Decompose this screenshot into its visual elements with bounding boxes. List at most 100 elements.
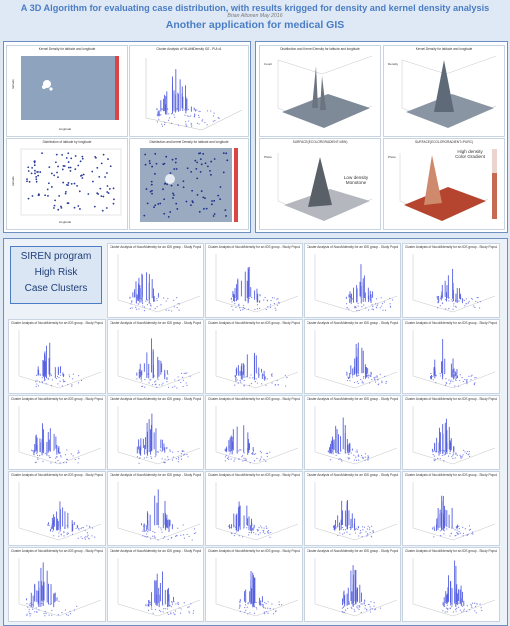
case-point xyxy=(356,375,358,377)
case-point xyxy=(185,384,188,386)
case-point xyxy=(153,299,155,302)
case-point xyxy=(351,376,353,378)
case-point xyxy=(251,296,253,299)
scatter-point xyxy=(107,192,110,194)
scatter-point xyxy=(30,172,33,175)
axis-line xyxy=(255,599,299,617)
case-point xyxy=(365,608,367,611)
case-point xyxy=(267,306,269,308)
case-point xyxy=(227,525,230,527)
axis-line xyxy=(255,523,299,541)
case-point xyxy=(137,308,140,310)
case-point xyxy=(55,377,58,380)
case-point xyxy=(202,119,204,121)
case-point xyxy=(275,309,277,311)
case-point xyxy=(50,462,52,464)
case-point xyxy=(357,525,359,528)
box-line-1: SIREN program xyxy=(20,251,92,262)
case-point xyxy=(264,375,266,378)
case-point xyxy=(182,385,184,388)
case-point xyxy=(243,304,245,306)
case-point xyxy=(357,382,359,385)
scatter-point xyxy=(57,176,59,179)
case-point xyxy=(235,297,238,299)
scatter-point xyxy=(61,168,64,171)
axis-line xyxy=(58,523,102,541)
scatter-point xyxy=(107,158,109,160)
case-point xyxy=(43,449,45,451)
case-point xyxy=(56,375,59,378)
case-point xyxy=(437,307,439,309)
case-point xyxy=(369,606,371,608)
case-point xyxy=(88,525,91,527)
cluster-thumbnail: Cluster Analysis of NucoMdensity for an … xyxy=(205,319,303,394)
scatter-point xyxy=(219,186,222,188)
scatter-point xyxy=(73,182,76,185)
scatter-point xyxy=(92,180,94,183)
case-point xyxy=(251,602,253,604)
thumbnail-caption: Cluster Analysis of NucoMdensity for an … xyxy=(208,397,300,401)
case-point xyxy=(271,603,273,605)
case-point xyxy=(41,602,43,605)
cluster-thumbnail: Cluster Analysis of NucoMdensity for an … xyxy=(8,395,106,470)
case-point xyxy=(146,299,148,301)
cluster-3d-plot xyxy=(412,254,496,313)
scatter-point xyxy=(69,166,72,169)
case-point xyxy=(188,612,190,614)
case-point xyxy=(374,376,377,378)
case-point xyxy=(373,379,376,381)
case-point xyxy=(345,303,347,305)
case-point xyxy=(179,381,181,384)
case-point xyxy=(370,535,372,537)
case-point xyxy=(354,528,356,531)
case-point xyxy=(185,453,188,456)
case-point xyxy=(267,612,269,614)
case-point xyxy=(56,456,58,458)
case-point xyxy=(150,607,152,609)
scatter-point xyxy=(44,194,47,197)
case-point xyxy=(148,601,151,603)
case-point xyxy=(186,456,189,458)
case-point xyxy=(454,385,456,387)
case-point xyxy=(244,606,246,609)
case-point xyxy=(271,375,273,377)
scatter-point xyxy=(145,188,148,190)
case-point xyxy=(156,299,158,302)
case-point xyxy=(383,375,385,378)
cluster-3d-plot xyxy=(314,330,397,389)
scatter-point xyxy=(190,204,192,207)
case-point xyxy=(354,603,356,605)
scatter-plot xyxy=(20,148,122,216)
case-point xyxy=(229,453,231,455)
case-point xyxy=(190,122,192,124)
scatter-point xyxy=(224,209,227,212)
case-point xyxy=(234,458,236,460)
case-point xyxy=(439,452,442,454)
case-point xyxy=(139,300,141,302)
cluster-3d-plot xyxy=(145,58,243,131)
case-point xyxy=(452,454,454,456)
case-point xyxy=(177,124,180,126)
case-point xyxy=(439,297,442,299)
chart-caption: Kernel Density for latitude and longitud… xyxy=(415,47,473,51)
case-point xyxy=(437,451,440,453)
case-point xyxy=(141,530,143,532)
case-point xyxy=(440,535,442,537)
case-point xyxy=(38,381,41,383)
case-point xyxy=(143,306,145,308)
case-point xyxy=(141,305,143,307)
cluster-thumbnail: Cluster Analysis of NucoMdensity for an … xyxy=(205,395,303,470)
case-point xyxy=(342,605,345,607)
case-point xyxy=(239,307,241,309)
scatter-point xyxy=(99,187,102,190)
case-point xyxy=(243,452,245,454)
case-point xyxy=(249,377,251,379)
scatter-point xyxy=(159,202,162,205)
case-point xyxy=(168,113,170,115)
case-point xyxy=(261,527,263,529)
case-point xyxy=(237,529,239,532)
case-point xyxy=(360,306,363,308)
scatter-point xyxy=(203,207,205,210)
case-point xyxy=(379,607,381,609)
case-point xyxy=(468,300,470,302)
